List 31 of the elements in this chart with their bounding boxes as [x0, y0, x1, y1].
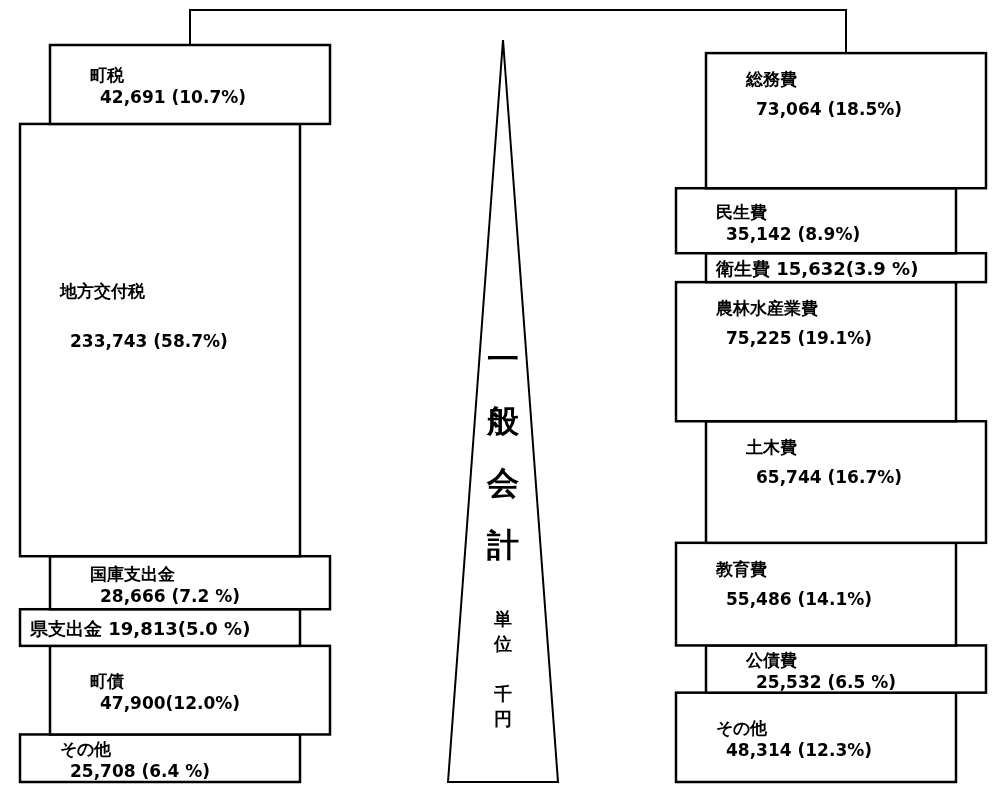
data-label: 55,486 (14.1%): [726, 588, 873, 609]
series-label: 公債費: [745, 650, 797, 671]
series-label: 町債: [90, 671, 124, 692]
series-label: 町税: [90, 65, 125, 86]
data-label: 65,744 (16.7%): [756, 467, 903, 488]
data-label: 15,632(3.9 %): [776, 257, 919, 279]
annotation: 千円: [493, 683, 512, 729]
series-label: 衛生費: [715, 257, 777, 279]
series-label: 土木費: [745, 437, 797, 458]
series-label: 農林水産業費: [715, 298, 818, 319]
data-label: 233,743 (58.7%): [70, 331, 228, 352]
text: 一般会計: [486, 340, 520, 564]
series-label: 地方交付税: [59, 281, 146, 302]
data-label: 28,666 (7.2 %): [100, 585, 241, 606]
series-label: 総務費: [745, 69, 797, 90]
data-label: 19,813(5.0 %): [108, 617, 251, 639]
series-label: 民生費: [716, 201, 767, 222]
data-label: 42,691 (10.7%): [100, 87, 247, 108]
data-label: 25,708 (6.4 %): [70, 761, 211, 782]
data-label: 73,064 (18.5%): [756, 99, 903, 120]
data-label: 75,225 (19.1%): [726, 328, 873, 349]
series-label: 県支出金: [29, 617, 109, 639]
data-label: 35,142 (8.9%): [726, 223, 861, 244]
data-label: 47,900(12.0%): [100, 693, 241, 714]
data-label: 25,532 (6.5 %): [756, 672, 897, 693]
annotation: 単位: [493, 608, 512, 654]
series-label: その他: [60, 739, 112, 760]
series-label: 国庫支出金: [90, 563, 175, 584]
data-label: 48,314 (12.3%): [726, 740, 873, 761]
series-label: その他: [716, 718, 768, 739]
series-label: 教育費: [715, 558, 767, 579]
